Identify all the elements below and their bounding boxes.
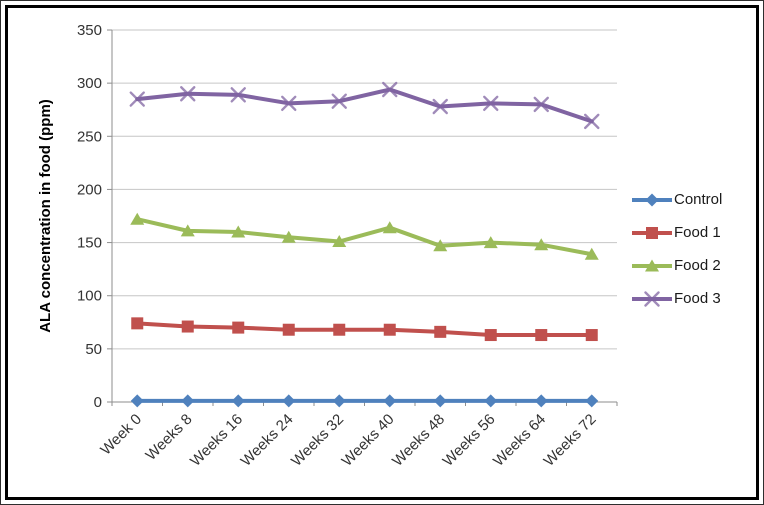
data-point-food-1-5	[383, 323, 396, 336]
y-axis-title: ALA concentration in food (ppm)	[37, 99, 54, 333]
data-point-food-2-6	[433, 239, 448, 252]
data-point-food-1-2	[232, 321, 245, 334]
legend-marker	[645, 259, 659, 271]
series-line-food-1	[135, 321, 594, 338]
data-point-food-2-4	[332, 235, 347, 248]
legend-item-food-3: Food 3	[632, 288, 752, 309]
data-point-food-1-8	[535, 329, 548, 342]
x-tick-label: Weeks 32	[288, 411, 347, 470]
y-tick-label: 350	[77, 22, 102, 39]
data-point-food-3-1	[180, 86, 196, 102]
data-point-food-2-9	[584, 247, 599, 260]
legend-marker	[645, 193, 659, 206]
series-line-food-2	[135, 217, 594, 257]
data-point-food-1-6	[434, 325, 447, 338]
square-marker-icon	[632, 226, 672, 239]
data-point-control-5	[383, 394, 397, 408]
data-point-control-7	[484, 394, 498, 408]
data-point-food-1-0	[131, 317, 144, 330]
data-point-food-1-9	[585, 329, 598, 342]
y-tick-label: 250	[77, 128, 102, 145]
x-tick-label: Weeks 64	[490, 411, 549, 470]
x-marker-icon	[632, 290, 672, 307]
series-line-food-3	[135, 87, 594, 124]
diamond-marker-icon	[632, 193, 672, 206]
data-point-food-2-2	[231, 225, 246, 238]
y-tick-label: 300	[77, 75, 102, 92]
legend-label: Food 3	[674, 290, 721, 307]
data-point-control-1	[181, 394, 195, 408]
data-point-food-3-9	[584, 113, 600, 130]
data-point-control-6	[433, 394, 447, 408]
y-tick-label: 150	[77, 235, 102, 252]
x-tick-label: Weeks 56	[440, 411, 499, 470]
legend-item-food-2: Food 2	[632, 255, 752, 276]
data-point-food-3-5	[382, 81, 398, 98]
triangle-marker-icon	[632, 259, 672, 271]
data-point-food-2-5	[382, 221, 397, 234]
data-point-control-9	[585, 394, 599, 408]
x-tick-label: Weeks 16	[187, 411, 246, 470]
data-point-food-2-7	[483, 236, 498, 249]
data-point-food-3-3	[281, 95, 297, 112]
y-tick-label: 0	[94, 394, 102, 411]
x-tick-label: Weeks 24	[238, 411, 297, 470]
data-point-control-8	[534, 394, 548, 408]
data-point-food-3-4	[331, 93, 347, 109]
legend-item-control: Control	[632, 189, 752, 210]
x-tick-label: Weeks 72	[541, 411, 600, 470]
data-point-food-3-6	[432, 98, 448, 115]
x-tick-label: Weeks 48	[389, 411, 448, 470]
legend-marker	[644, 290, 660, 307]
legend-label: Control	[674, 191, 723, 208]
data-point-food-1-1	[181, 320, 194, 333]
data-point-control-4	[332, 394, 346, 408]
data-point-food-1-7	[484, 329, 497, 342]
data-point-food-1-3	[282, 323, 295, 336]
data-point-food-1-4	[333, 323, 346, 336]
data-point-food-3-2	[230, 87, 246, 103]
legend-label: Food 2	[674, 257, 721, 274]
legend-marker	[646, 226, 658, 239]
data-point-control-0	[130, 394, 144, 408]
legend-item-food-1: Food 1	[632, 222, 752, 243]
data-point-food-3-7	[483, 95, 499, 112]
data-point-food-2-3	[281, 230, 296, 243]
data-point-food-3-8	[533, 96, 549, 113]
y-tick-label: 50	[85, 341, 102, 358]
x-tick-label: Week 0	[97, 411, 145, 459]
data-point-food-3-0	[129, 91, 145, 107]
y-tick-label: 100	[77, 288, 102, 305]
x-tick-label: Weeks 40	[339, 411, 398, 470]
legend-label: Food 1	[674, 224, 721, 241]
y-tick-label: 200	[77, 181, 102, 198]
legend: Control Food 1 Food 2 Food 3	[632, 189, 752, 321]
data-point-food-2-1	[180, 224, 195, 237]
data-point-control-2	[231, 394, 245, 408]
data-point-control-3	[282, 394, 296, 408]
data-point-food-2-8	[534, 238, 549, 251]
data-point-food-2-0	[130, 212, 145, 225]
